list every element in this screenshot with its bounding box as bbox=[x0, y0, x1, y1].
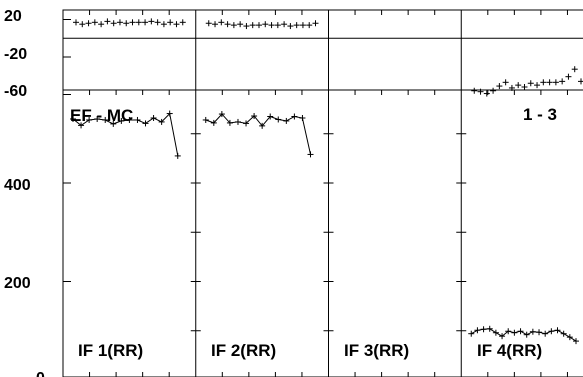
series-4 bbox=[468, 66, 583, 345]
baseline-title: EF - MC bbox=[70, 106, 133, 125]
panel-label-if3: IF 3(RR) bbox=[344, 341, 409, 360]
amplitude-tick-label-200: 200 bbox=[4, 275, 31, 292]
panel-label-if4: IF 4(RR) bbox=[477, 341, 542, 360]
amplitude-tick-label-400: 400 bbox=[4, 177, 31, 194]
panel-label-if2: IF 2(RR) bbox=[211, 341, 276, 360]
phase-tick-label-minus60: -60 bbox=[4, 83, 27, 100]
axes bbox=[62, 9, 583, 377]
panel-label-if1: IF 1(RR) bbox=[78, 341, 143, 360]
phase-tick-label-minus20: -20 bbox=[4, 46, 27, 63]
phase-tick-label-20: 20 bbox=[4, 8, 22, 25]
tick-marks bbox=[63, 10, 568, 377]
amplitude-tick-label-0: 0 bbox=[36, 370, 45, 377]
data-series bbox=[70, 18, 583, 345]
series-2 bbox=[202, 19, 319, 158]
plot-frame bbox=[62, 9, 583, 377]
series-1 bbox=[70, 18, 186, 159]
polarization-annotation: 1 - 3 bbox=[523, 105, 557, 124]
amplitude-line bbox=[205, 113, 311, 155]
